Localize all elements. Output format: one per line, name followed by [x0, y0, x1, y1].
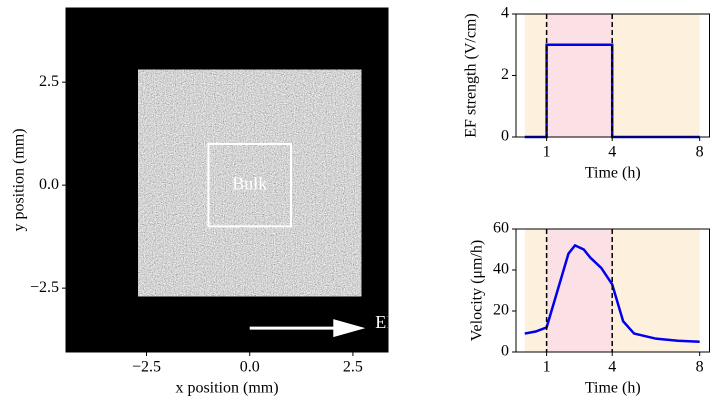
y-tick-label: 60: [493, 220, 509, 237]
x-tick-label: 8: [696, 144, 704, 161]
x-tick-label: 1: [543, 359, 551, 376]
x-tick-label: 2.5: [343, 359, 363, 376]
axes-frame: [65, 7, 389, 353]
x-tick-label: −2.5: [132, 359, 161, 376]
x-tick-label: 0.0: [240, 359, 260, 376]
x-tick-label: 8: [696, 359, 704, 376]
y-tick-label: 20: [493, 302, 509, 319]
y-tick-label: 0.0: [39, 176, 59, 193]
roi-label: Bulk: [232, 173, 267, 193]
roi-box: [207, 142, 292, 228]
arrow-label: EF: [375, 312, 396, 332]
x-tick-label: 4: [608, 359, 616, 376]
x-tick-label: 4: [608, 144, 616, 161]
line-series: [524, 243, 700, 343]
y-tick-label: 0: [501, 128, 509, 145]
shaded-span: [546, 14, 613, 137]
y-tick-label: 2.5: [39, 73, 59, 90]
x-axis-label: Time (h): [585, 165, 641, 182]
y-tick-label: 4: [501, 5, 509, 22]
x-axis-label: Time (h): [585, 380, 641, 397]
y-tick-label: −2.5: [30, 279, 59, 296]
sample: [138, 69, 362, 297]
y-axis-label: Velocity (μm/h): [469, 240, 486, 341]
y-axis-label: EF strength (V/cm): [463, 13, 480, 137]
x-axis-label: x position (mm): [175, 380, 278, 397]
x-tick-label: 1: [543, 144, 551, 161]
y-tick-label: 40: [493, 261, 509, 278]
y-tick-label: 2: [501, 66, 509, 83]
y-tick-label: 0: [501, 343, 509, 360]
y-axis-label: y position (mm): [11, 128, 28, 231]
arrow-head: [333, 319, 366, 338]
